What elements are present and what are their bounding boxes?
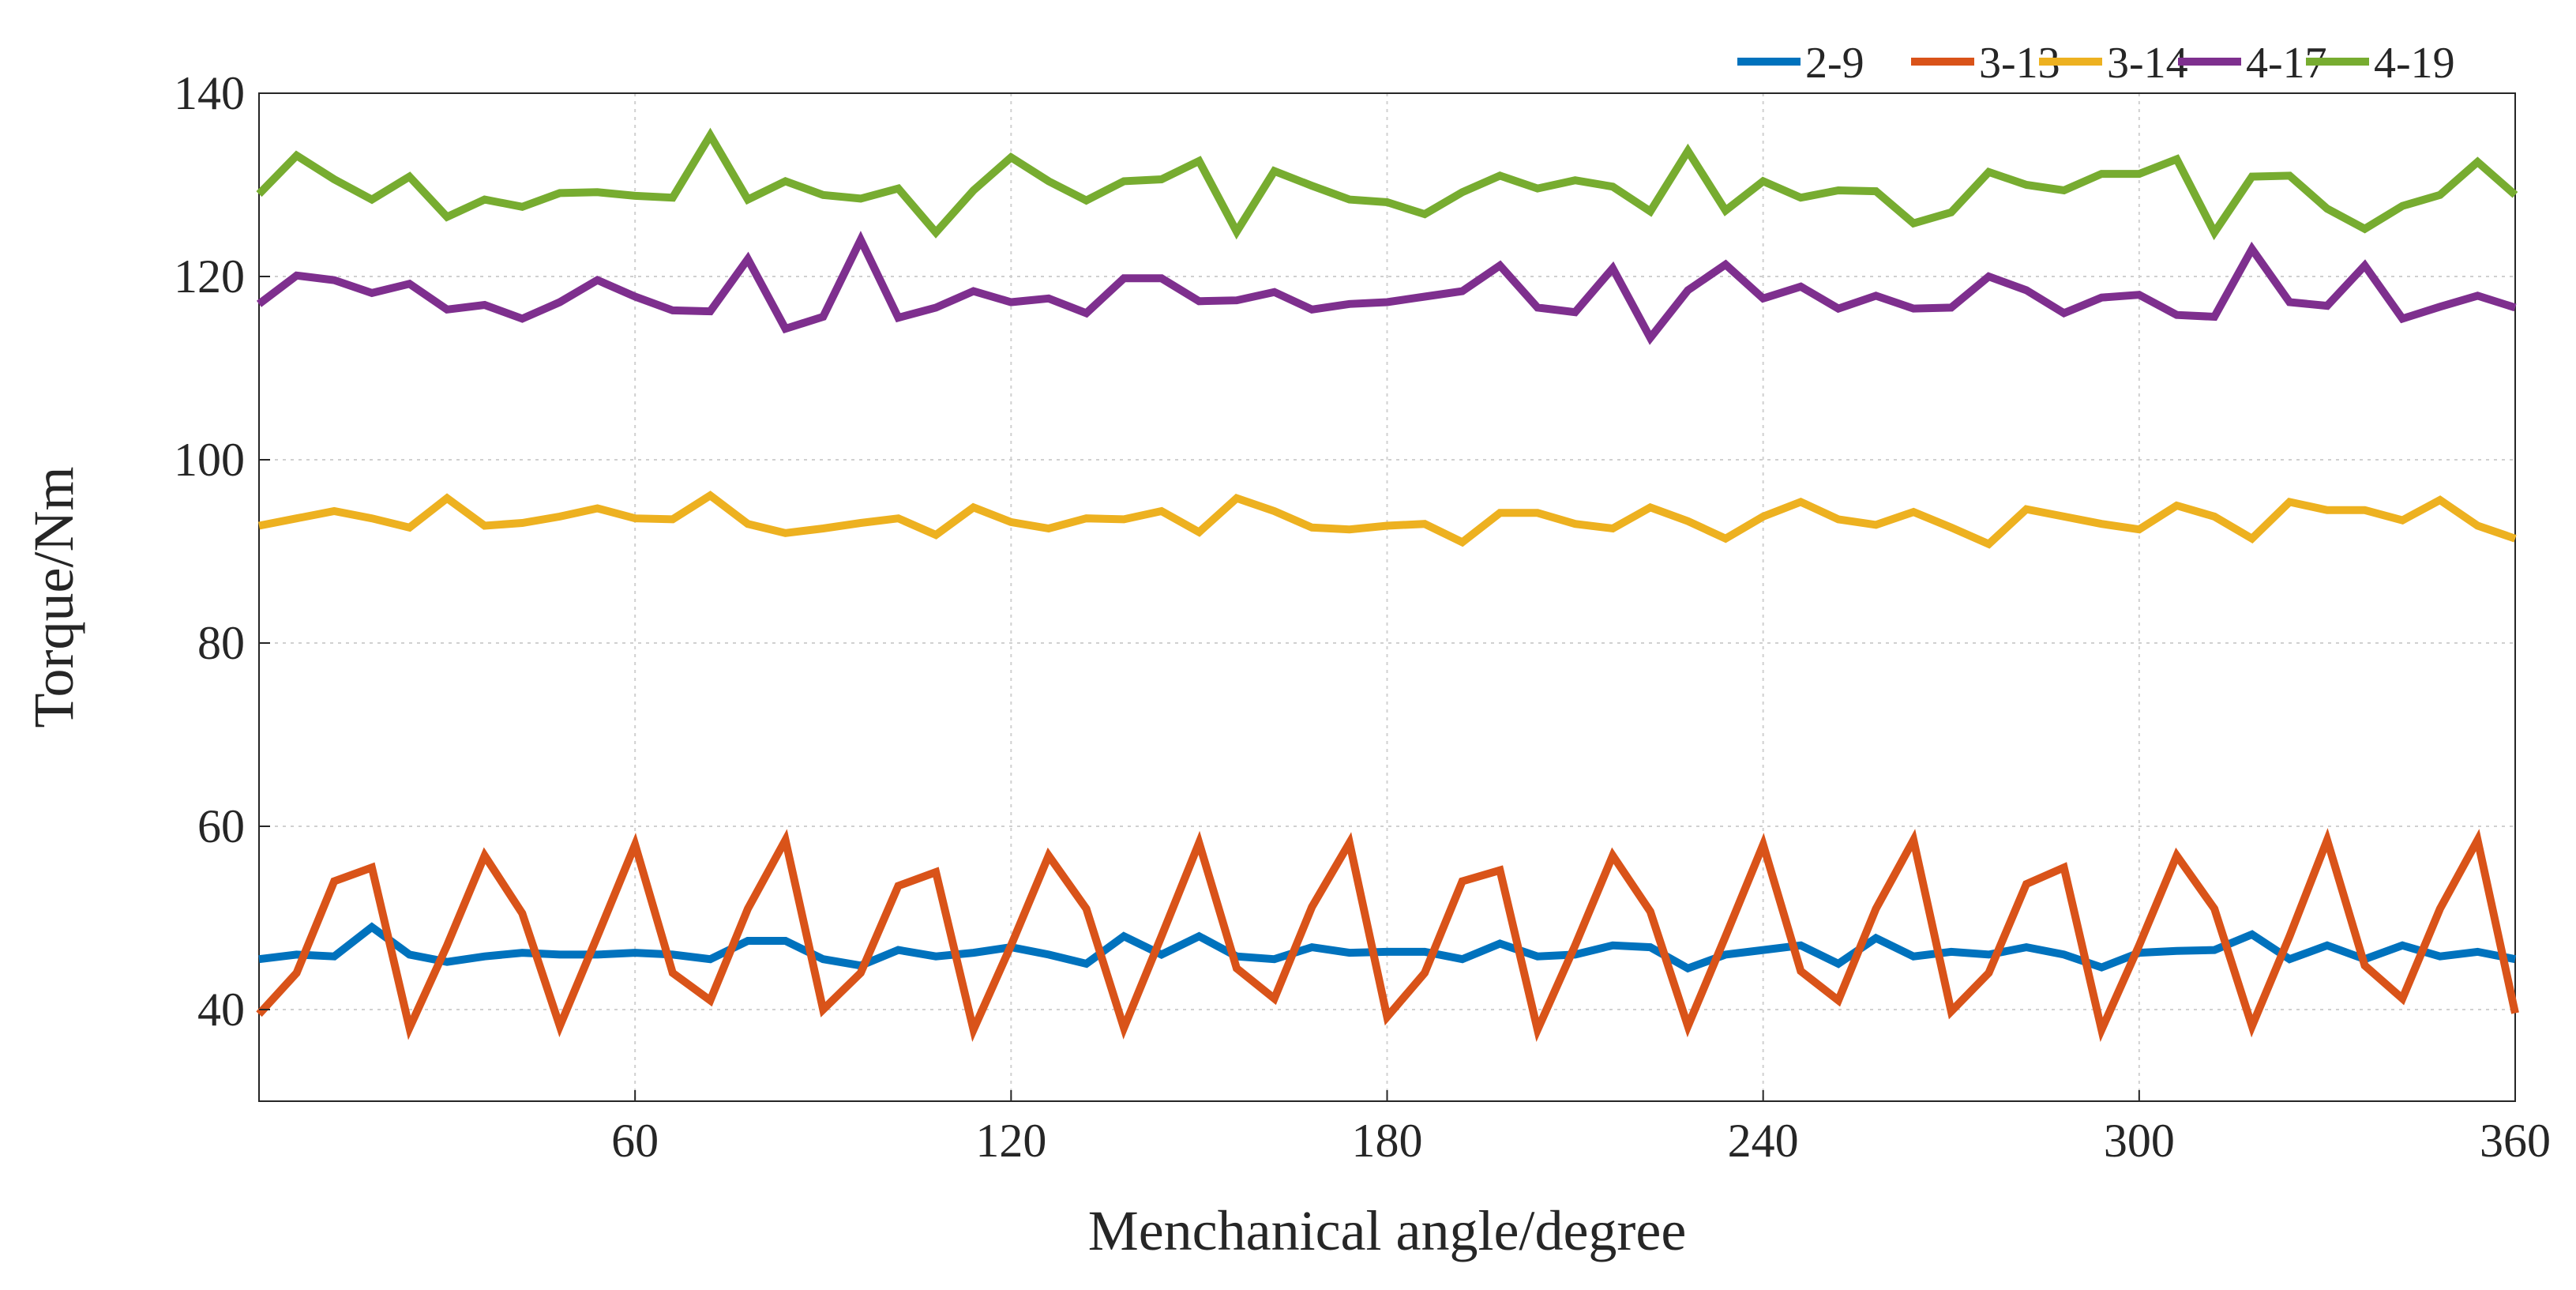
x-tick-label: 240: [1728, 1115, 1799, 1167]
series-lines: [256, 127, 2519, 1043]
y-tick-label: 120: [174, 250, 245, 303]
y-tick-label: 80: [197, 617, 245, 669]
series-line-4-17: [256, 231, 2517, 345]
x-tick-label: 360: [2480, 1115, 2551, 1167]
y-tick-label: 60: [197, 800, 245, 852]
series-line-3-14: [258, 491, 2517, 549]
y-axis-title: Torque/Nm: [22, 467, 85, 728]
x-tick-label: 180: [1352, 1115, 1423, 1167]
y-tick-label: 100: [174, 434, 245, 486]
y-tick-label: 40: [197, 983, 245, 1036]
x-tick-label: 120: [975, 1115, 1046, 1167]
x-tick-label: 300: [2104, 1115, 2175, 1167]
x-tick-label: 60: [611, 1115, 659, 1167]
legend-label: 3-14: [2107, 39, 2188, 88]
legend-item-2-9: 2-9: [1737, 39, 1864, 88]
series-line-3-13: [256, 828, 2519, 1043]
tick-labels: 60 120 180 240 300 360 40 60 80 100 120 140: [174, 67, 2551, 1167]
x-axis-title: Menchanical angle/degree: [1088, 1199, 1687, 1262]
y-tick-label: 140: [174, 67, 245, 119]
legend-label: 2-9: [1805, 39, 1864, 88]
legend: 2-9 3-13 3-14 4-17 4-19: [1737, 39, 2455, 88]
legend-item-4-19: 4-19: [2306, 39, 2455, 88]
legend-item-3-14: 3-14: [2039, 39, 2188, 88]
series-line-4-19: [256, 127, 2518, 241]
legend-label: 4-19: [2374, 39, 2455, 88]
